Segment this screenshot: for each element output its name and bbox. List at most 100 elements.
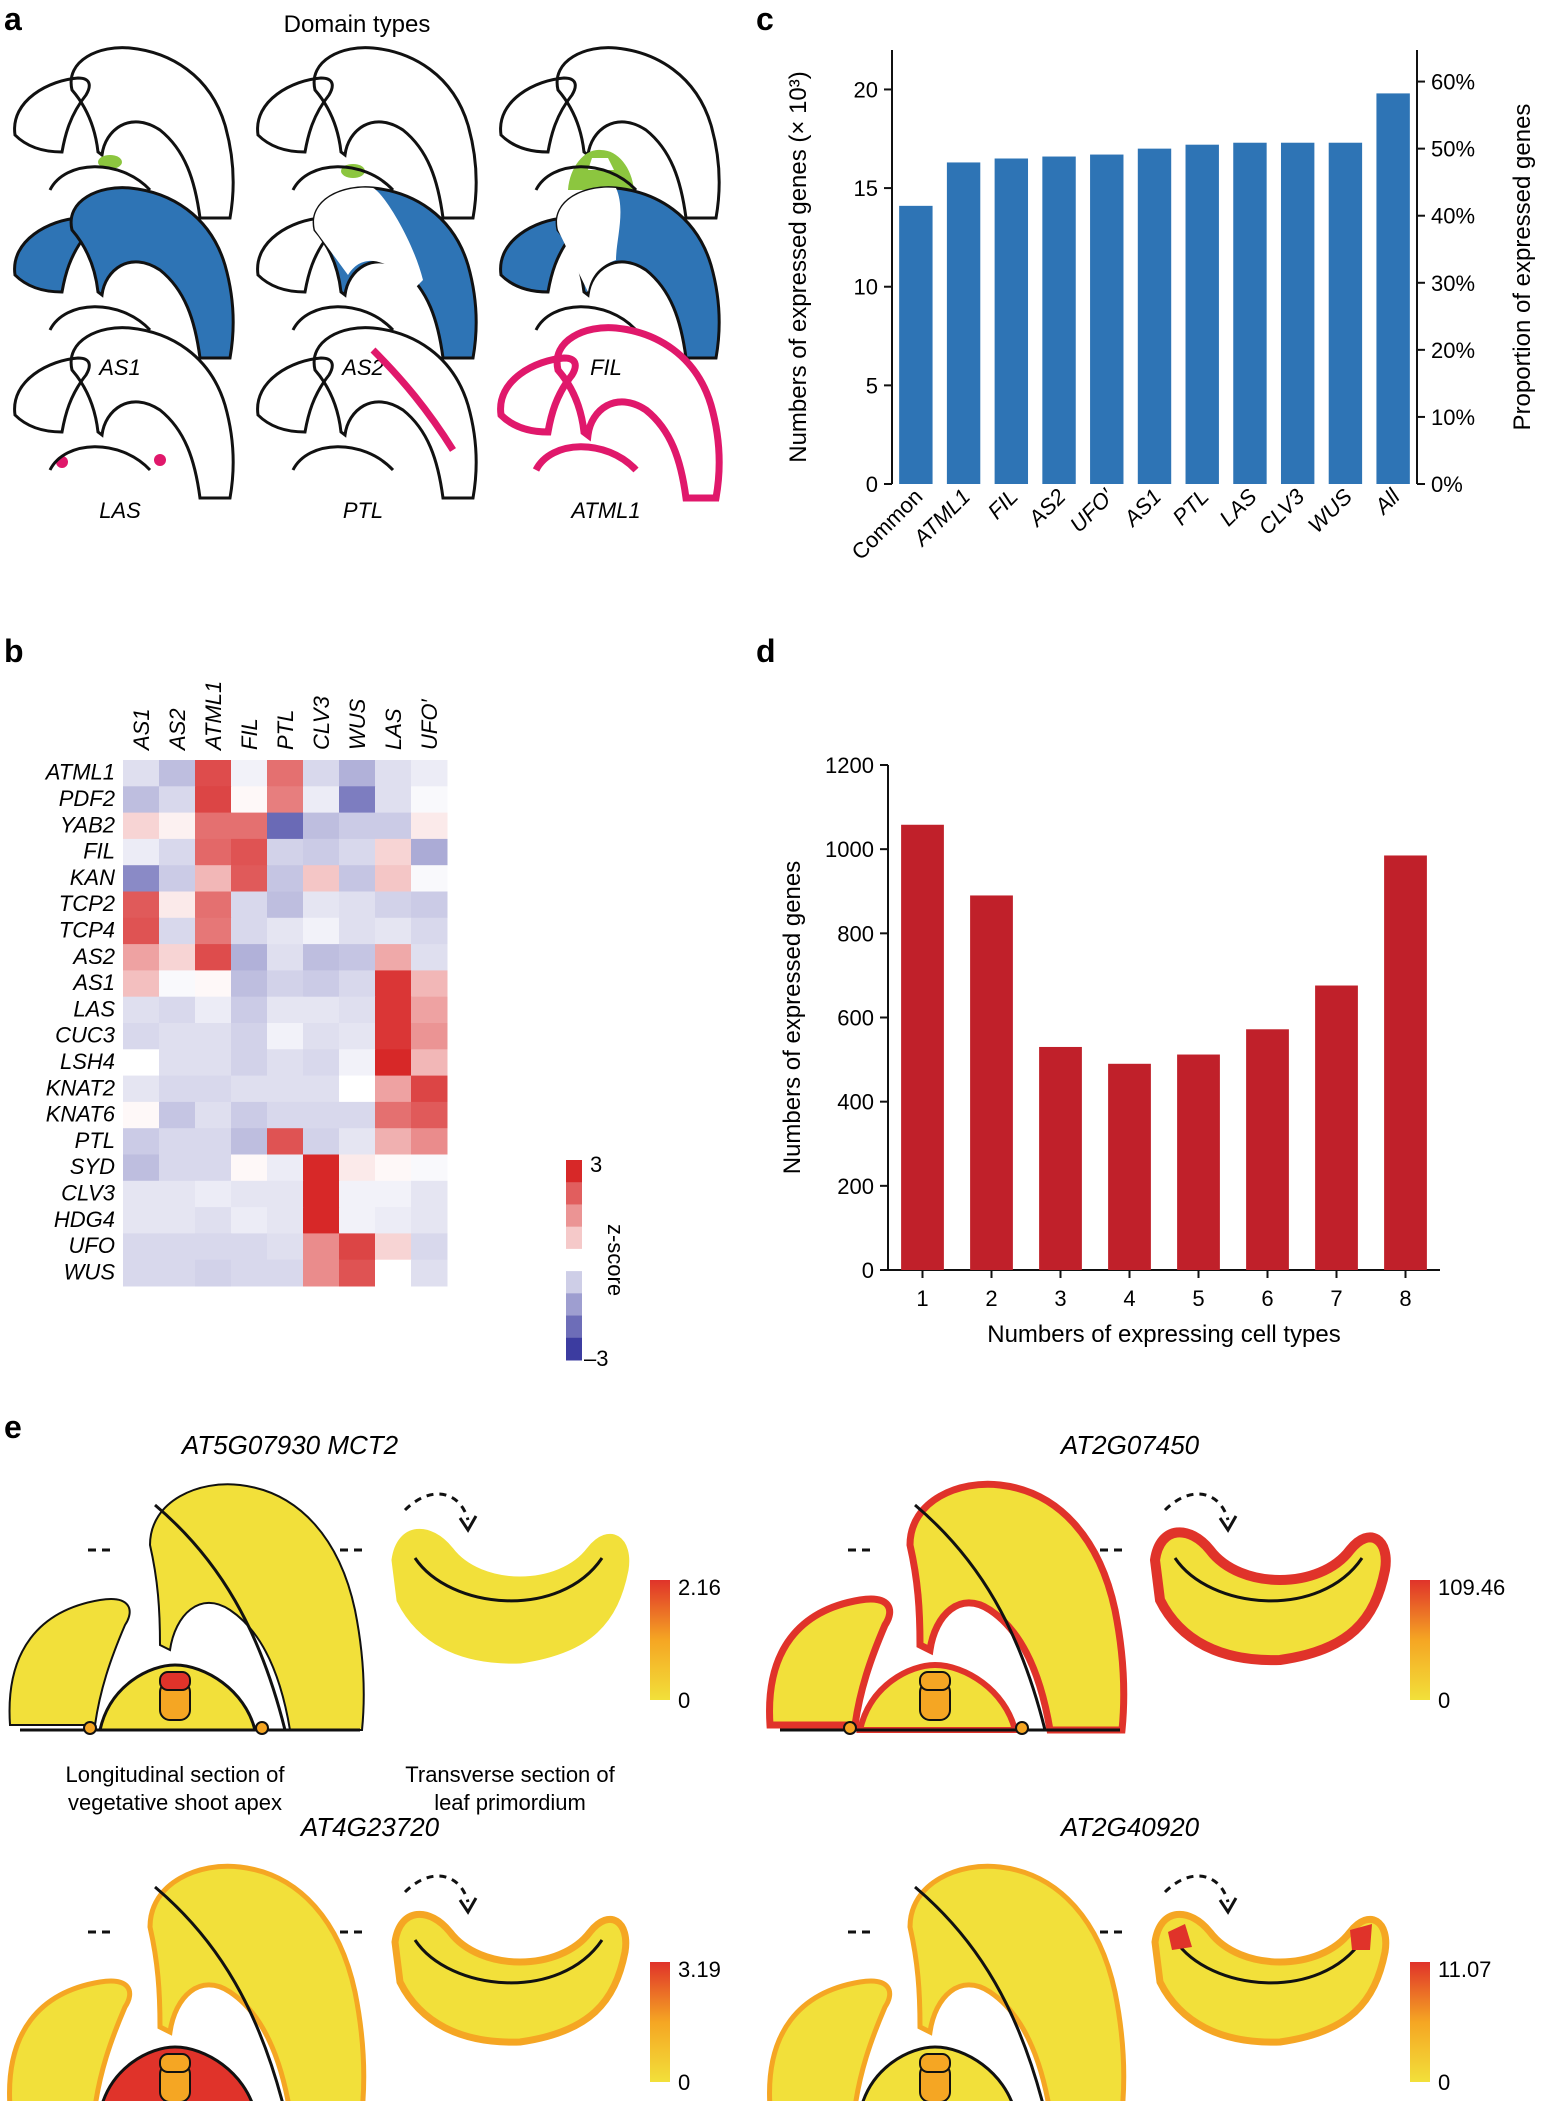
heatmap-cell (411, 1075, 448, 1103)
heatmap-col-label: ATML1 (201, 681, 226, 752)
meristem-outline (291, 305, 395, 332)
heatmap-cell (123, 1207, 160, 1234)
bar (1280, 142, 1315, 484)
transverse-section (391, 1529, 630, 1664)
bar (1185, 144, 1219, 484)
color-scale-max: 11.07 (1438, 1957, 1491, 1982)
x-tick-label: AS2 (1022, 484, 1071, 533)
legend-swatch (566, 1337, 582, 1361)
heatmap-row-label: KAN (70, 865, 115, 890)
meristem-outline (532, 443, 639, 473)
color-scale-max: 2.16 (678, 1575, 721, 1600)
heatmap-cell (411, 812, 448, 840)
x-tick-label: 8 (1399, 1286, 1411, 1311)
heatmap-cell (375, 1128, 412, 1155)
boundary-cell (843, 1721, 857, 1735)
meristem-outline (291, 165, 395, 192)
heatmap-cell (339, 1233, 376, 1261)
bar (1376, 93, 1410, 485)
legend-swatch (566, 1226, 582, 1250)
heatmap-cell (267, 1207, 304, 1234)
heatmap-cell (303, 944, 340, 971)
heatmap-cell (267, 1023, 304, 1050)
heatmap-cell (159, 1049, 196, 1077)
heatmap-cell (195, 838, 232, 866)
heatmap-cell (267, 917, 304, 945)
heatmap-cell (267, 786, 304, 814)
heatmap-col-label: UFO′ (417, 699, 442, 750)
bar (1233, 142, 1267, 484)
arrow-head (458, 1515, 478, 1533)
ptl-domain (370, 347, 456, 452)
leaf-outline (69, 46, 235, 220)
heatmap-col-label: WUS (345, 698, 370, 750)
heatmap-cell (195, 1207, 232, 1234)
heatmap-cell (411, 1180, 448, 1208)
heatmap-cell (339, 1180, 376, 1208)
domain-cell: PTL (256, 326, 478, 523)
meristem-outline (48, 165, 152, 192)
heatmap-cell (267, 1259, 304, 1287)
transverse-section (391, 1911, 630, 2046)
boundary-cell (1015, 1721, 1029, 1735)
domain-cell: FIL (499, 186, 721, 380)
color-scale-bar (1410, 1962, 1430, 2082)
y-tick-label: 1200 (825, 753, 874, 778)
legend-swatch (566, 1271, 582, 1294)
legend-swatch (566, 1182, 582, 1205)
heatmap-cell (339, 865, 376, 892)
meristem-top (919, 2053, 951, 2073)
x-tick-label: 6 (1261, 1286, 1273, 1311)
panel-label-e: e (4, 1409, 22, 1445)
heatmap-cell (267, 1075, 304, 1103)
leaf-primordium-small (8, 1598, 131, 1726)
legend-swatch (566, 1248, 582, 1272)
transverse-vein (1173, 1939, 1364, 1985)
arrow-curve (403, 1874, 470, 1903)
transverse-vein (413, 1939, 604, 1985)
arrow-head (1218, 1515, 1238, 1533)
bar (1108, 1063, 1151, 1270)
leaf-primordium-outline (497, 354, 579, 436)
color-scale-bar (1410, 1580, 1430, 1700)
x-tick-label: AS1 (1118, 484, 1167, 533)
heatmap-cell (339, 760, 376, 787)
heatmap-cell (231, 970, 268, 998)
panel-label-d: d (756, 633, 776, 669)
heatmap-cell (195, 812, 232, 840)
heatmap-cell (375, 1233, 412, 1261)
heatmap-cell (411, 970, 448, 998)
color-scale-min: 0 (678, 2070, 690, 2095)
meristem-outline (291, 445, 395, 472)
heatmap-cell (123, 996, 160, 1024)
heatmap-cell (339, 812, 376, 840)
heatmap-cell (231, 917, 268, 945)
heatmap-cell (231, 1075, 268, 1103)
heatmap-cell (411, 944, 448, 971)
domain-cell: LAS (13, 326, 235, 523)
y2-axis-label: Proportion of expressed genes (1509, 104, 1536, 431)
heatmap-cell (195, 1180, 232, 1208)
transverse-section (1149, 1527, 1391, 1666)
heatmap-cell (123, 1180, 160, 1208)
clv3-domain (98, 155, 122, 169)
y-tick-label: 15 (854, 176, 878, 201)
heatmap-cell (231, 891, 268, 919)
bar (1090, 154, 1124, 484)
bar (1137, 148, 1172, 485)
heatmap-cell (303, 760, 340, 787)
color-scale-max: 3.19 (678, 1957, 721, 1982)
heatmap-cell (159, 1233, 196, 1261)
heatmap-cell (231, 1154, 268, 1182)
heatmap-cell (339, 996, 376, 1024)
bar (901, 824, 944, 1270)
leaf-large (906, 1480, 1128, 1734)
heatmap-col-label: FIL (237, 718, 262, 750)
heatmap-cell (375, 786, 412, 814)
las-domain (154, 454, 166, 466)
arrow-curve (403, 1492, 470, 1521)
bar (1039, 1046, 1082, 1270)
heatmap-cell (123, 786, 160, 814)
y-tick-label: 400 (837, 1090, 874, 1115)
panel-label-c: c (756, 1, 774, 37)
